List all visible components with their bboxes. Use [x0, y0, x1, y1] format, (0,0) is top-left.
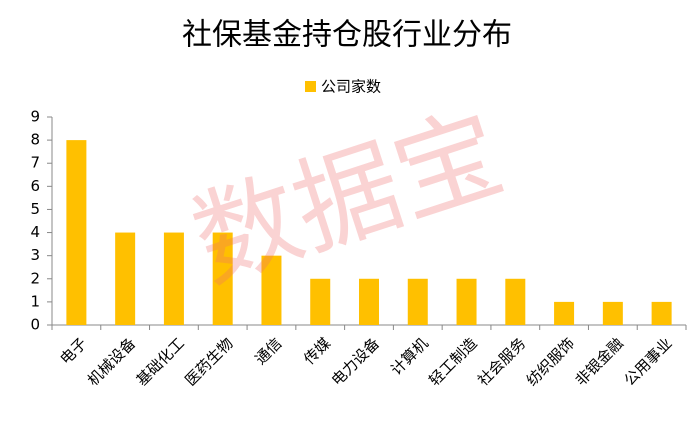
bar	[651, 301, 672, 325]
x-tick-label: 医药生物	[182, 334, 237, 389]
x-tick-label: 电力设备	[328, 334, 383, 389]
bar	[115, 232, 136, 325]
watermark: 数据宝	[179, 91, 516, 304]
bar	[407, 278, 428, 325]
y-tick-label: 0	[30, 316, 40, 334]
bar	[66, 140, 87, 325]
bar	[505, 278, 526, 325]
x-tick-label: 传媒	[300, 334, 334, 368]
bar	[212, 232, 233, 325]
x-tick-label: 基础化工	[133, 334, 188, 389]
x-tick-label: 轻工制造	[425, 334, 480, 389]
y-tick-label: 9	[30, 108, 40, 126]
x-tick-label: 通信	[252, 334, 286, 368]
bar	[554, 301, 575, 325]
y-tick-label: 6	[30, 177, 40, 195]
legend-swatch	[305, 81, 316, 92]
bar	[602, 301, 623, 325]
bar	[310, 278, 331, 325]
y-tick-label: 1	[30, 292, 40, 310]
legend-label: 公司家数	[321, 78, 381, 96]
x-tick-label: 纺织服饰	[523, 334, 578, 389]
x-tick-label: 非银金融	[572, 334, 627, 389]
y-tick-label: 7	[30, 154, 40, 172]
bar	[163, 232, 184, 325]
bar	[359, 278, 379, 325]
x-tick-label: 计算机	[387, 334, 432, 379]
y-tick-label: 8	[30, 131, 40, 149]
y-tick-label: 4	[30, 223, 40, 241]
x-tick-label: 公用事业	[620, 334, 675, 389]
bar	[456, 278, 477, 325]
x-tick-label: 电子	[56, 334, 90, 368]
y-tick-label: 2	[30, 269, 40, 287]
y-tick-label: 5	[30, 200, 40, 218]
bar	[261, 255, 282, 325]
x-tick-label: 机械设备	[84, 334, 139, 389]
x-tick-label: 社会服务	[474, 334, 529, 389]
chart-title: 社保基金持仓股行业分布	[182, 18, 512, 53]
y-tick-label: 3	[30, 246, 40, 264]
